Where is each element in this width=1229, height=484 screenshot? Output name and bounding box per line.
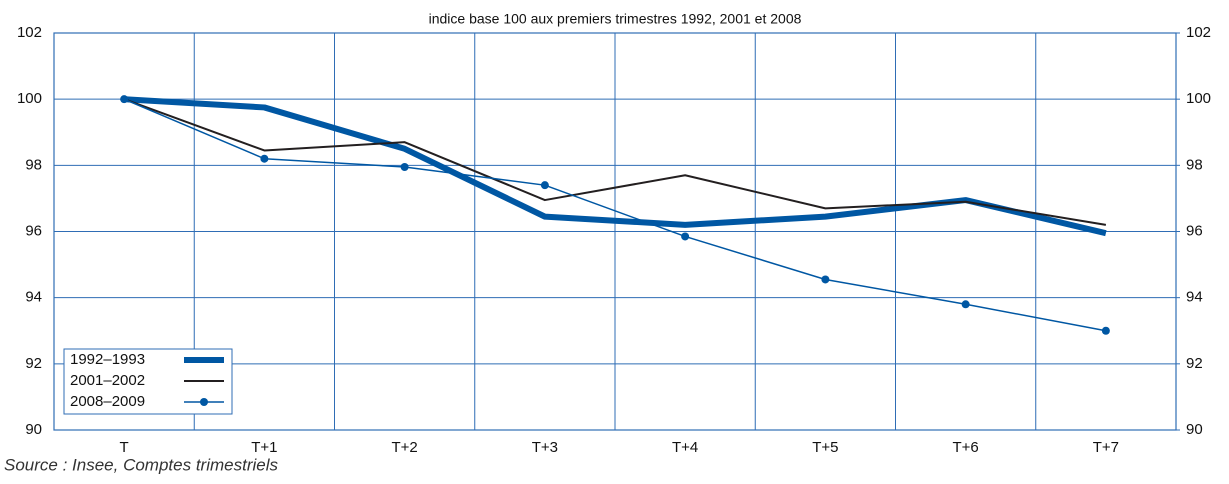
y2-tick-label: 102 — [1186, 24, 1211, 41]
y-tick-label: 98 — [25, 156, 42, 173]
legend-label: 1992–1993 — [70, 351, 145, 368]
legend-label: 2001–2002 — [70, 372, 145, 389]
series-marker — [120, 95, 129, 104]
series-marker — [540, 181, 549, 190]
series-marker — [681, 232, 690, 241]
source-note: Source : Insee, Comptes trimestriels — [4, 455, 278, 474]
y-tick-label: 96 — [25, 222, 42, 239]
x-tick-label: T+7 — [1093, 439, 1119, 456]
series-marker — [961, 300, 970, 309]
series-marker — [400, 162, 409, 171]
y-tick-label: 100 — [17, 90, 42, 107]
x-tick-label: T+5 — [812, 439, 838, 456]
y2-tick-label: 98 — [1186, 156, 1203, 173]
series-line — [123, 98, 1107, 226]
x-tick-label: T+2 — [391, 439, 417, 456]
x-tick-label: T+6 — [952, 439, 978, 456]
legend-marker — [200, 398, 208, 406]
y2-tick-label: 100 — [1186, 90, 1211, 107]
legend-label: 2008–2009 — [70, 393, 145, 410]
y-tick-label: 92 — [25, 355, 42, 372]
y-tick-label: 102 — [17, 24, 42, 41]
x-tick-label: T+4 — [672, 439, 698, 456]
series-marker — [1101, 326, 1110, 335]
y2-tick-label: 96 — [1186, 222, 1203, 239]
plot-frame — [53, 32, 1177, 431]
series-marker — [821, 275, 830, 284]
y2-tick-label: 94 — [1186, 289, 1203, 306]
x-tick-label: T+1 — [251, 439, 277, 456]
series-line — [123, 98, 1107, 332]
y-tick-label: 90 — [25, 421, 42, 438]
y2-tick-label: 92 — [1186, 355, 1203, 372]
y-tick-label: 94 — [25, 289, 42, 306]
x-tick-label: T — [120, 439, 129, 456]
x-tick-label: T+3 — [532, 439, 558, 456]
series-marker — [260, 154, 269, 163]
chart-title: indice base 100 aux premiers trimestres … — [429, 11, 802, 27]
y2-tick-label: 90 — [1186, 421, 1203, 438]
